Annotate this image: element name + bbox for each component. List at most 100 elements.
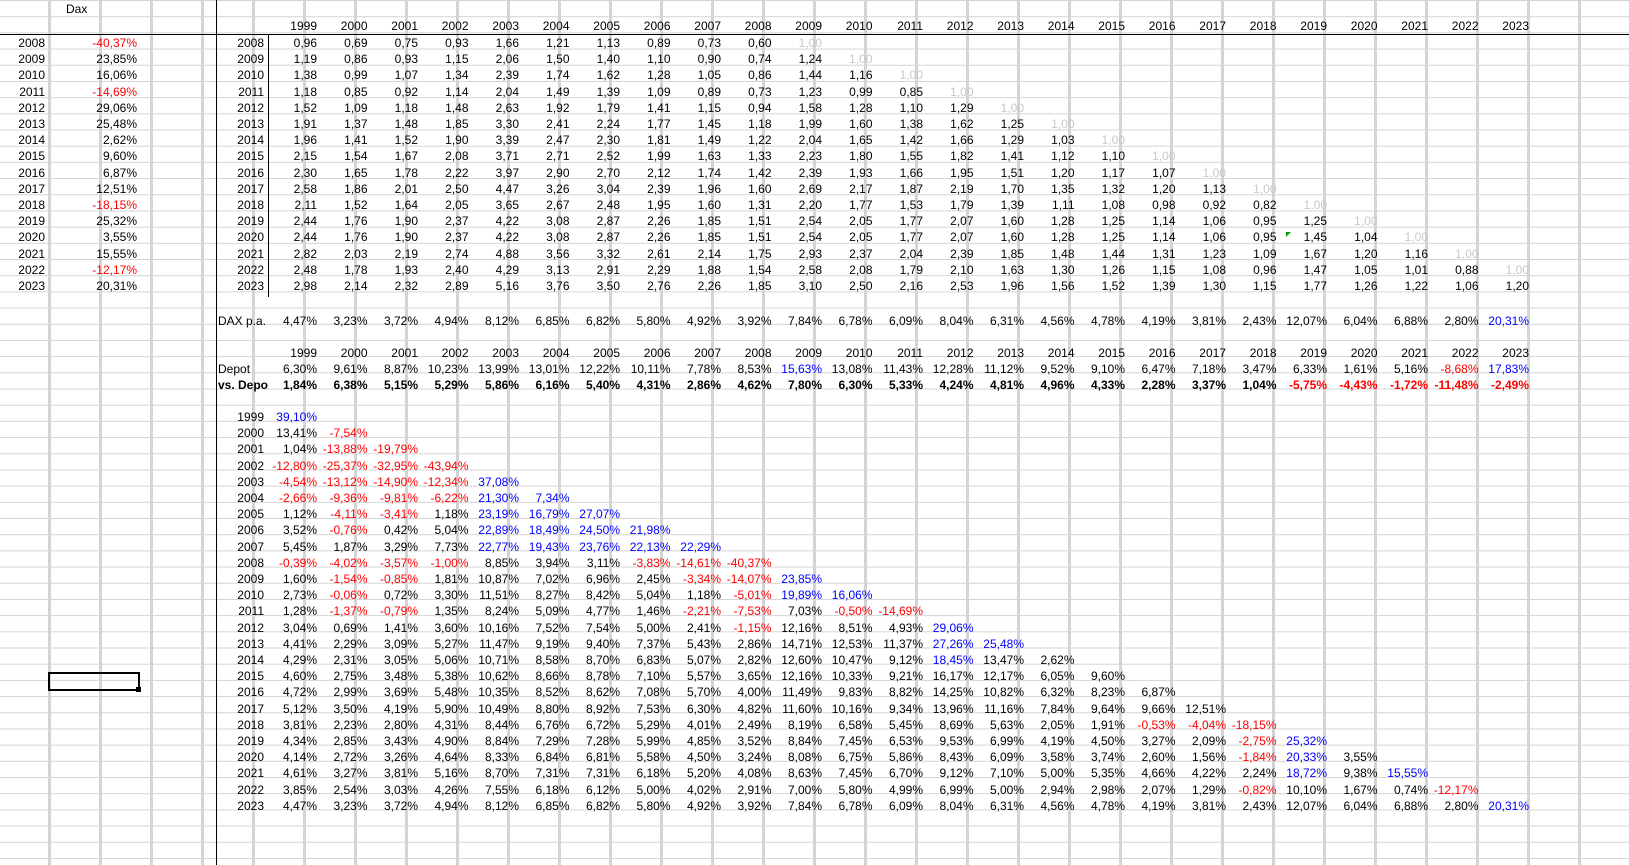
factor-row-year[interactable]: 2011 bbox=[238, 84, 264, 99]
triangle-row-year[interactable]: 2008 bbox=[237, 555, 264, 570]
triangle-cell[interactable]: 0,42% bbox=[383, 523, 418, 538]
factor-cell[interactable]: 3,26 bbox=[546, 181, 570, 196]
factor-cell[interactable]: 4,22 bbox=[495, 230, 519, 245]
factor-cell[interactable]: 1,66 bbox=[899, 165, 923, 180]
depot-year-header[interactable]: 2004 bbox=[542, 346, 570, 360]
triangle-cell[interactable]: 14,25% bbox=[932, 685, 974, 700]
factor-cell[interactable]: 1,64 bbox=[394, 198, 418, 212]
factor-cell[interactable]: 1,70 bbox=[1000, 181, 1024, 196]
triangle-cell[interactable]: 12,51% bbox=[1185, 701, 1226, 716]
triangle-cell[interactable]: -19,79% bbox=[373, 442, 418, 457]
factor-cell[interactable]: 1,23 bbox=[798, 84, 822, 99]
factor-cell[interactable]: 2,17 bbox=[849, 181, 873, 196]
factor-cell[interactable]: 1,40 bbox=[596, 52, 620, 67]
factor-cell[interactable]: 2,44 bbox=[293, 230, 317, 245]
vs-depot-cell[interactable]: -2,49% bbox=[1490, 378, 1529, 392]
factor-cell[interactable]: 2,48 bbox=[596, 198, 620, 212]
vs-depot-cell[interactable]: 4,24% bbox=[939, 378, 974, 392]
triangle-cell[interactable]: 2,73% bbox=[282, 588, 317, 603]
triangle-cell[interactable]: 8,85% bbox=[484, 555, 519, 570]
column-year-header[interactable]: 2004 bbox=[542, 19, 570, 33]
factor-cell[interactable]: 2,07 bbox=[950, 230, 974, 245]
factor-cell[interactable]: 2,82 bbox=[293, 246, 317, 261]
triangle-cell[interactable]: 8,51% bbox=[838, 620, 873, 635]
triangle-cell[interactable]: 0,69% bbox=[333, 620, 368, 635]
triangle-cell[interactable]: -18,15% bbox=[1231, 717, 1277, 732]
factor-cell[interactable]: 0,96 bbox=[293, 36, 317, 50]
factor-cell[interactable]: 2,03 bbox=[344, 246, 368, 261]
factor-cell[interactable]: 1,00 bbox=[1000, 100, 1024, 115]
factor-cell[interactable]: 1,74 bbox=[546, 68, 570, 83]
triangle-cell[interactable]: 6,76% bbox=[535, 717, 570, 732]
triangle-cell[interactable]: 27,07% bbox=[579, 507, 620, 522]
triangle-cell[interactable]: 5,20% bbox=[686, 766, 721, 781]
triangle-cell[interactable]: 5,16% bbox=[434, 766, 469, 781]
triangle-cell[interactable]: 8,04% bbox=[939, 798, 974, 813]
triangle-cell[interactable]: 10,10% bbox=[1286, 782, 1327, 797]
triangle-cell[interactable]: 6,85% bbox=[535, 798, 570, 813]
factor-cell[interactable]: 2,90 bbox=[546, 165, 570, 180]
triangle-cell[interactable]: -5,01% bbox=[733, 588, 772, 603]
factor-cell[interactable]: 1,20 bbox=[1051, 165, 1075, 180]
triangle-cell[interactable]: 6,99% bbox=[939, 782, 974, 797]
vs-depot-cell[interactable]: 1,04% bbox=[1242, 378, 1277, 392]
factor-cell[interactable]: 1,66 bbox=[495, 36, 519, 50]
factor-cell[interactable]: 1,75 bbox=[748, 246, 772, 261]
factor-cell[interactable]: 1,53 bbox=[899, 198, 923, 212]
factor-cell[interactable]: 1,18 bbox=[293, 84, 317, 99]
triangle-cell[interactable]: 11,51% bbox=[479, 588, 519, 603]
year-label[interactable]: 2008 bbox=[18, 36, 45, 50]
factor-cell[interactable]: 1,00 bbox=[1152, 149, 1176, 164]
factor-cell[interactable]: 2,19 bbox=[950, 181, 974, 196]
triangle-cell[interactable]: 7,45% bbox=[838, 734, 873, 748]
triangle-cell[interactable]: 3,58% bbox=[1040, 750, 1075, 765]
factor-cell[interactable]: 1,77 bbox=[1303, 279, 1327, 293]
factor-cell[interactable]: 1,49 bbox=[546, 84, 570, 99]
vs-depot-cell[interactable]: 5,40% bbox=[585, 378, 620, 392]
factor-cell[interactable]: 1,96 bbox=[1000, 279, 1024, 293]
triangle-row-year[interactable]: 2009 bbox=[237, 572, 264, 586]
factor-cell[interactable]: 2,19 bbox=[394, 246, 418, 261]
triangle-cell[interactable]: 23,19% bbox=[478, 507, 519, 522]
factor-cell[interactable]: 1,31 bbox=[748, 198, 772, 212]
factor-cell[interactable]: 1,51 bbox=[1000, 165, 1024, 180]
factor-cell[interactable]: 1,11 bbox=[1052, 198, 1075, 212]
factor-cell[interactable]: 2,04 bbox=[798, 133, 822, 148]
triangle-row-year[interactable]: 2002 bbox=[237, 458, 264, 473]
column-year-header[interactable]: 2018 bbox=[1249, 19, 1277, 33]
triangle-cell[interactable]: 12,07% bbox=[1286, 798, 1327, 813]
factor-cell[interactable]: 1,28 bbox=[647, 68, 671, 83]
factor-cell[interactable]: 1,09 bbox=[1253, 246, 1277, 261]
column-year-header[interactable]: 2023 bbox=[1502, 19, 1529, 33]
triangle-cell[interactable]: 2,24% bbox=[1242, 766, 1277, 781]
triangle-cell[interactable]: 6,83% bbox=[636, 653, 671, 667]
yearly-return-value[interactable]: 2,62% bbox=[102, 133, 137, 148]
factor-cell[interactable]: 0,89 bbox=[697, 84, 721, 99]
triangle-cell[interactable]: 4,56% bbox=[1040, 798, 1075, 813]
year-label[interactable]: 2022 bbox=[18, 262, 45, 277]
depot-cell[interactable]: 3,47% bbox=[1242, 362, 1277, 376]
triangle-cell[interactable]: 8,43% bbox=[939, 750, 974, 765]
triangle-cell[interactable]: 2,09% bbox=[1191, 734, 1226, 748]
factor-row-year[interactable]: 2015 bbox=[237, 149, 264, 164]
triangle-cell[interactable]: -1,84% bbox=[1238, 750, 1277, 765]
factor-cell[interactable]: 1,85 bbox=[697, 230, 721, 245]
factor-cell[interactable]: 3,04 bbox=[596, 181, 620, 196]
factor-cell[interactable]: 2,22 bbox=[445, 165, 469, 180]
factor-cell[interactable]: 0,85 bbox=[344, 84, 368, 99]
triangle-cell[interactable]: 4,64% bbox=[434, 750, 469, 765]
factor-cell[interactable]: 0,86 bbox=[748, 68, 772, 83]
factor-cell[interactable]: 3,56 bbox=[546, 246, 570, 261]
triangle-cell[interactable]: 21,98% bbox=[629, 523, 671, 538]
factor-cell[interactable]: 4,29 bbox=[495, 262, 519, 277]
depot-year-header[interactable]: 2011 bbox=[897, 346, 923, 360]
factor-cell[interactable]: 2,15 bbox=[293, 149, 317, 164]
factor-cell[interactable]: 1,77 bbox=[849, 198, 873, 212]
dax-header-label[interactable]: Dax bbox=[66, 2, 88, 16]
year-label[interactable]: 2016 bbox=[18, 165, 45, 180]
triangle-cell[interactable]: 18,49% bbox=[528, 523, 570, 538]
triangle-cell[interactable]: 3,23% bbox=[333, 798, 368, 813]
triangle-row-year[interactable]: 2019 bbox=[237, 734, 264, 748]
factor-cell[interactable]: 2,30 bbox=[293, 165, 317, 180]
triangle-cell[interactable]: 6,96% bbox=[585, 572, 620, 586]
